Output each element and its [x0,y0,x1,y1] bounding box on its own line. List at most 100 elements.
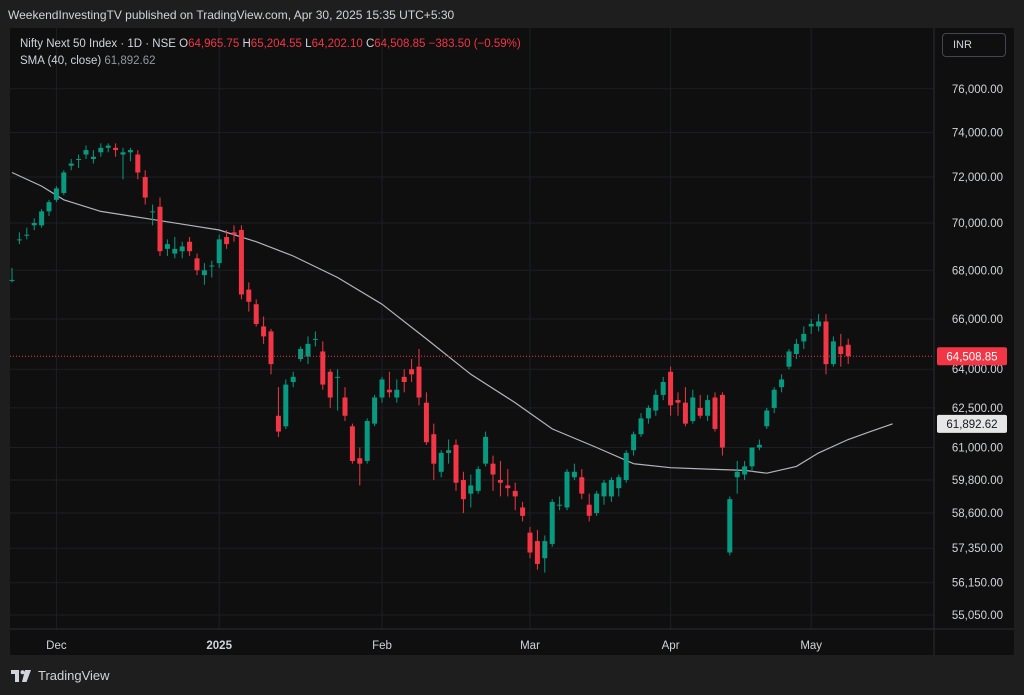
candle-up [734,460,740,494]
tradingview-brand[interactable]: TradingView [10,668,110,683]
candle-body [675,400,681,403]
candle-up [446,439,452,464]
candle-down [357,447,363,486]
brand-text: TradingView [38,668,110,683]
open-value: 64,965.75 [188,38,240,50]
sma-price-badge [937,414,1007,433]
candle-body [586,504,592,516]
candle-up [164,239,170,256]
candle-down [342,387,348,422]
candle-body [120,152,126,155]
candle-down [719,392,725,456]
price-tick-label: 62,500.00 [952,403,1003,415]
last-price-label: 64,508.85 [946,351,997,363]
candle-down [490,455,496,491]
candle-body [520,507,526,516]
candle-body [357,458,363,464]
candle-down [460,471,466,514]
candle-body [231,232,237,235]
candle-up [105,143,111,153]
candle-up [830,336,836,367]
candle-body [416,366,422,398]
candle-down [423,392,429,445]
price-tick-label: 66,000.00 [952,314,1003,326]
candle-up [571,463,577,480]
candle-body [549,501,555,544]
candle-body [712,397,718,429]
candle-down [231,225,237,242]
candle-up [438,450,444,478]
candle-body [682,402,688,424]
candle-down [682,387,688,427]
sma-value: 61,892.62 [104,55,156,67]
candle-body [749,447,755,467]
candle-down [401,369,407,393]
candle-up [549,499,555,547]
candle-body [98,147,104,153]
candle-body [76,158,82,160]
candle-body [39,211,45,226]
candle-down [224,230,230,249]
candle-body [453,444,459,483]
candle-up [394,379,400,403]
candle-body [320,351,326,385]
candle-up [564,469,570,511]
candle-up [98,143,104,157]
candle-up [779,374,785,393]
candle-body [830,341,836,365]
candle-body [764,410,770,427]
candle-body [83,150,89,155]
candle-body [305,343,311,357]
candle-body [727,499,733,553]
candle-body [645,407,651,419]
candle-up [201,263,207,285]
candle-up [76,154,82,168]
time-tick-label: 2025 [206,640,232,652]
candle-up [475,466,481,494]
candle-up [364,418,370,464]
candle-up [68,158,74,171]
candle-body [594,493,600,514]
close-value: 64,508.85 [374,38,426,50]
candle-body [653,394,659,411]
candle-body [527,532,533,553]
candle-body [697,407,703,416]
candle-body [275,415,281,432]
candle-body [268,331,274,365]
candle-up [786,348,792,370]
candle-body [31,222,37,226]
candle-down [386,371,392,398]
sma-legend: SMA (40, close) 61,892.62 [20,55,156,67]
candle-up [53,186,59,203]
candle-body [512,490,518,497]
candle-body [68,163,74,166]
candle-up [690,389,696,424]
candle-up [24,227,30,240]
candle-down [409,359,415,383]
candle-body [638,418,644,435]
candle-up [335,369,341,411]
candle-up [638,413,644,437]
candle-body [253,304,259,324]
candle-down [142,170,148,205]
candle-down [675,392,681,416]
price-badges: 64,508.85 61,892.62 [937,347,1007,433]
candle-up [764,407,770,429]
candle-body [298,348,304,360]
price-tick-label: 70,000.00 [952,218,1003,230]
candle-body [386,389,392,393]
candle-body [771,389,777,408]
candle-down [823,314,829,375]
price-axis: 76,000.00 74,000.00 72,000.00 70,000.00 68,0… [952,84,1003,622]
time-tick-label: Dec [46,640,67,652]
candle-up [468,474,474,508]
candle-body [490,463,496,475]
footer [0,655,1024,695]
candle-body [579,477,585,494]
candle-down [579,469,585,500]
currency-button[interactable]: INR [942,33,1006,57]
candle-body [157,206,163,252]
price-tick-label: 74,000.00 [952,127,1003,139]
candle-down [194,253,200,276]
